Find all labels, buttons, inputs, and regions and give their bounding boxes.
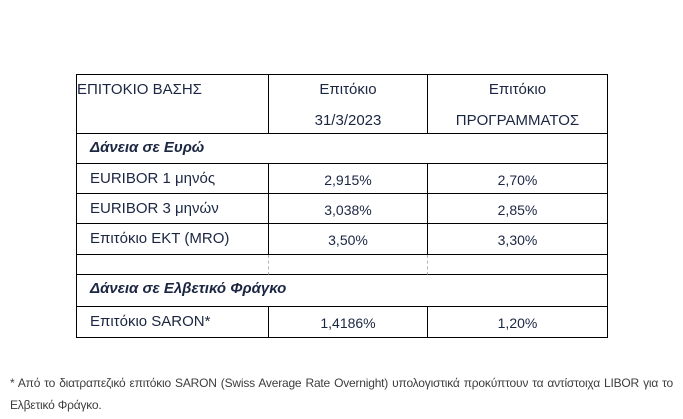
label-euribor-3m: EURIBOR 3 μηνών bbox=[77, 194, 269, 224]
header-program-rate: Επιτόκιο ΠΡΟΓΡΑΜΜΑΤΟΣ bbox=[428, 75, 608, 134]
program-rate-ekt-mro: 3,30% bbox=[428, 224, 608, 255]
label-euribor-1m: EURIBOR 1 μηνός bbox=[77, 164, 269, 194]
program-rate-euribor-1m: 2,70% bbox=[428, 164, 608, 194]
header-base-rate: ΕΠΙΤΟΚΙΟ ΒΑΣΗΣ bbox=[77, 75, 269, 134]
rate-euribor-1m: 2,915% bbox=[269, 164, 428, 194]
rate-ekt-mro: 3,50% bbox=[269, 224, 428, 255]
saron-footnote: * Από το διατραπεζικό επιτόκιο SARON (Sw… bbox=[10, 376, 673, 412]
row-euribor-3m: EURIBOR 3 μηνών 3,038% 2,85% bbox=[77, 194, 608, 224]
rate-saron: 1,4186% bbox=[269, 307, 428, 338]
table-header-row: ΕΠΙΤΟΚΙΟ ΒΑΣΗΣ Επιτόκιο 31/3/2023 Επιτόκ… bbox=[77, 75, 608, 134]
header-rate-line1: Επιτόκιο bbox=[319, 81, 377, 98]
spacer-cell-3 bbox=[428, 255, 608, 275]
base-rates-table: ΕΠΙΤΟΚΙΟ ΒΑΣΗΣ Επιτόκιο 31/3/2023 Επιτόκ… bbox=[76, 74, 608, 338]
row-saron: Επιτόκιο SARON* 1,4186% 1,20% bbox=[77, 307, 608, 338]
header-program-line1: Επιτόκιο bbox=[488, 81, 547, 98]
label-ekt-mro: Επιτόκιο ΕΚΤ (MRO) bbox=[77, 224, 269, 255]
program-rate-saron: 1,20% bbox=[428, 307, 608, 338]
label-saron: Επιτόκιο SARON* bbox=[77, 307, 269, 338]
header-program-line2: ΠΡΟΓΡΑΜΜΑΤΟΣ bbox=[455, 112, 580, 129]
spacer-cell-1 bbox=[77, 255, 269, 275]
header-rate-31-3-2023: Επιτόκιο 31/3/2023 bbox=[269, 75, 428, 134]
header-rate-line2: 31/3/2023 bbox=[314, 112, 382, 129]
program-rate-euribor-3m: 2,85% bbox=[428, 194, 608, 224]
section-title-chf-loans: Δάνεια σε Ελβετικό Φράγκο bbox=[77, 275, 608, 307]
section-row-euro-loans: Δάνεια σε Ευρώ bbox=[77, 134, 608, 164]
rate-euribor-3m: 3,038% bbox=[269, 194, 428, 224]
row-euribor-1m: EURIBOR 1 μηνός 2,915% 2,70% bbox=[77, 164, 608, 194]
row-ekt-mro: Επιτόκιο ΕΚΤ (MRO) 3,50% 3,30% bbox=[77, 224, 608, 255]
section-title-euro-loans: Δάνεια σε Ευρώ bbox=[77, 134, 608, 164]
section-row-chf-loans: Δάνεια σε Ελβετικό Φράγκο bbox=[77, 275, 608, 307]
spacer-row bbox=[77, 255, 608, 275]
header-base-rate-label: ΕΠΙΤΟΚΙΟ ΒΑΣΗΣ bbox=[77, 81, 202, 98]
spacer-cell-2 bbox=[269, 255, 428, 275]
